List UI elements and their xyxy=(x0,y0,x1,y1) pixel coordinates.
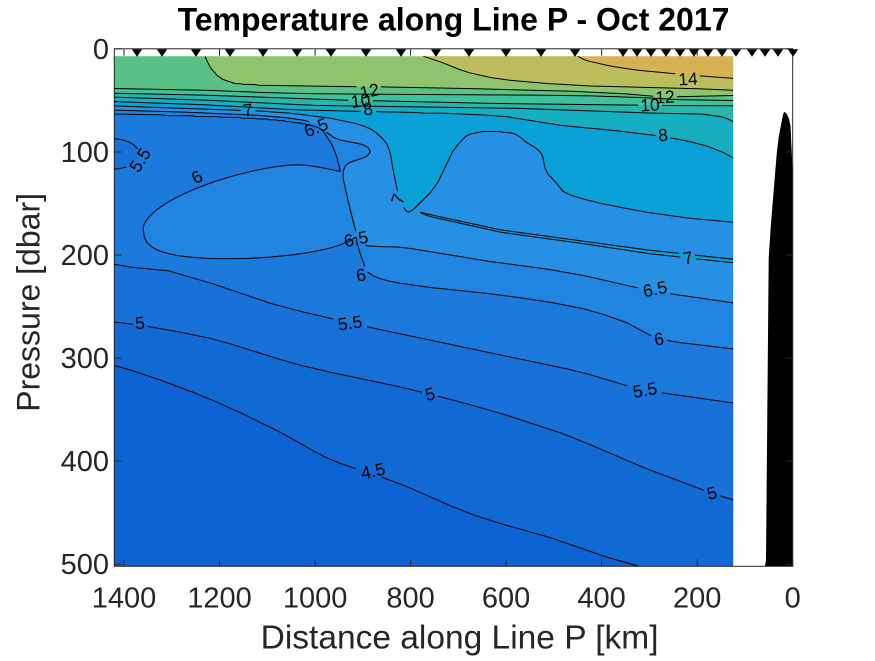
svg-text:1400: 1400 xyxy=(92,583,157,615)
svg-text:12: 12 xyxy=(655,87,675,108)
svg-text:Pressure [dbar]: Pressure [dbar] xyxy=(11,193,47,412)
svg-text:10: 10 xyxy=(349,89,371,112)
svg-text:7: 7 xyxy=(242,99,254,120)
svg-text:300: 300 xyxy=(61,343,109,375)
svg-text:800: 800 xyxy=(386,583,434,615)
svg-text:6: 6 xyxy=(354,264,367,285)
svg-text:200: 200 xyxy=(673,583,721,615)
svg-text:8: 8 xyxy=(657,125,669,146)
svg-text:200: 200 xyxy=(61,240,109,272)
svg-text:1000: 1000 xyxy=(283,583,348,615)
svg-text:10: 10 xyxy=(640,94,661,115)
svg-text:5: 5 xyxy=(134,313,145,334)
svg-text:Temperature along Line P - Oct: Temperature along Line P - Oct 2017 xyxy=(178,2,730,38)
svg-text:8: 8 xyxy=(362,98,374,119)
svg-text:4.5: 4.5 xyxy=(359,459,387,484)
svg-text:14: 14 xyxy=(678,68,699,89)
svg-text:100: 100 xyxy=(61,137,109,169)
svg-text:6.5: 6.5 xyxy=(342,227,370,252)
svg-text:6: 6 xyxy=(652,328,665,349)
svg-text:6.5: 6.5 xyxy=(641,277,669,302)
svg-text:12: 12 xyxy=(358,79,381,103)
svg-text:600: 600 xyxy=(482,583,530,615)
svg-text:400: 400 xyxy=(61,446,109,478)
svg-text:7: 7 xyxy=(681,247,694,268)
svg-text:5.5: 5.5 xyxy=(337,311,364,334)
svg-text:500: 500 xyxy=(61,549,109,581)
svg-text:5: 5 xyxy=(423,383,437,405)
svg-text:0: 0 xyxy=(93,34,109,66)
svg-text:400: 400 xyxy=(577,583,625,615)
svg-text:5: 5 xyxy=(705,482,719,504)
svg-text:5.5: 5.5 xyxy=(631,378,658,402)
svg-text:1200: 1200 xyxy=(187,583,252,615)
svg-text:0: 0 xyxy=(785,583,801,615)
svg-text:Distance along Line P [km]: Distance along Line P [km] xyxy=(261,620,659,657)
